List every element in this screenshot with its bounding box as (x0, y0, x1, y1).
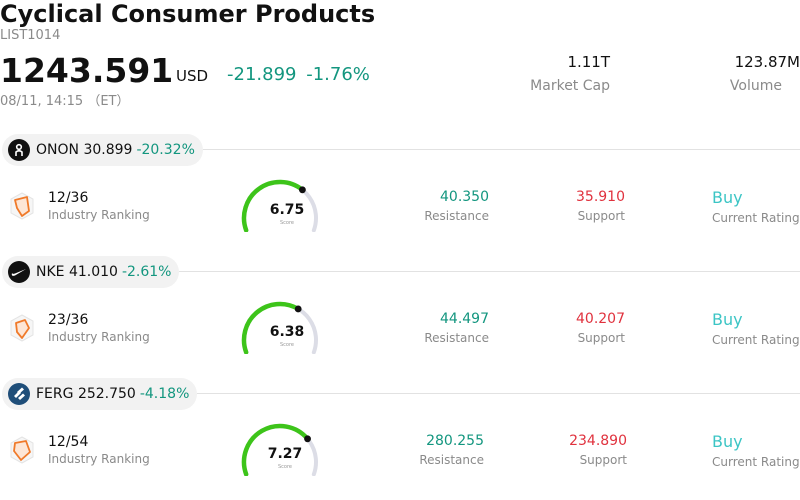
score-gauge: 6.75 Score (241, 179, 318, 232)
price-change: -21.899 -1.76% (227, 64, 370, 85)
index-ticker: LIST1014 (0, 28, 61, 43)
stock-pill[interactable]: NKE 41.010 -2.61% (2, 256, 180, 288)
current-rating-value: Buy (712, 188, 743, 207)
resistance-label: Resistance (424, 331, 489, 345)
industry-rank-label: Industry Ranking (48, 330, 150, 344)
score-gauge: 6.38 Score (241, 301, 318, 354)
resistance-value: 280.255 (426, 433, 484, 449)
stock-pill[interactable]: ONON 30.899 -20.32% (2, 134, 203, 166)
gauge-fill (241, 301, 301, 354)
current-rating-value: Buy (712, 432, 743, 451)
currency-label: USD (176, 67, 209, 85)
volume-label: Volume (729, 78, 782, 94)
stock-card-ferg: FERG 252.750 -4.18% 12/54 Industry Ranki… (0, 378, 800, 500)
gauge-fill (241, 179, 305, 232)
industry-ranking-icon (10, 314, 34, 342)
price-change-percent: -1.76% (306, 64, 370, 85)
index-price: 1243.591 (0, 51, 174, 90)
section-divider (200, 149, 800, 150)
on-running-icon (8, 139, 30, 161)
current-rating-label: Current Rating (712, 211, 800, 225)
section-divider (196, 393, 800, 394)
resistance-label: Resistance (424, 209, 489, 223)
stock-symbol: NKE 41.010 (36, 264, 118, 280)
stock-card-onon: ONON 30.899 -20.32% 12/36 Industry Ranki… (0, 134, 800, 256)
nike-swoosh-icon (8, 261, 30, 283)
current-rating-label: Current Rating (712, 333, 800, 347)
section-divider (178, 271, 800, 272)
current-rating-label: Current Rating (712, 455, 800, 469)
industry-rank-value: 23/36 (48, 312, 89, 328)
stock-symbol: ONON 30.899 (36, 142, 133, 158)
stock-pill[interactable]: FERG 252.750 -4.18% (2, 378, 198, 410)
volume-value: 123.87M (734, 53, 800, 71)
resistance-label: Resistance (419, 453, 484, 467)
stock-change-percent: -4.18% (139, 386, 190, 402)
industry-rank-label: Industry Ranking (48, 452, 150, 466)
industry-rank-value: 12/36 (48, 190, 89, 206)
industry-rank-value: 12/54 (48, 434, 89, 450)
industry-ranking-icon (10, 436, 34, 464)
industry-ranking-icon (10, 192, 34, 220)
support-label: Support (579, 453, 627, 467)
current-rating-value: Buy (712, 310, 743, 329)
support-value: 40.207 (576, 311, 625, 327)
market-cap-value: 1.11T (567, 53, 610, 71)
gauge-fill (241, 423, 310, 476)
stock-card-nke: NKE 41.010 -2.61% 23/36 Industry Ranking… (0, 256, 800, 378)
page-title: Cyclical Consumer Products (0, 0, 376, 28)
resistance-value: 40.350 (440, 189, 489, 205)
support-value: 234.890 (569, 433, 627, 449)
score-label: Score (280, 342, 294, 348)
score-value: 6.38 (270, 324, 305, 340)
support-label: Support (577, 209, 625, 223)
price-change-value: -21.899 (227, 64, 297, 85)
gauge-indicator-dot (304, 435, 311, 443)
gauge-indicator-dot (294, 305, 302, 313)
industry-rank-label: Industry Ranking (48, 208, 150, 222)
score-label: Score (280, 220, 294, 226)
score-value: 6.75 (270, 202, 305, 218)
timestamp: 08/11, 14:15 （ET） (0, 94, 130, 109)
stock-change-percent: -2.61% (121, 264, 172, 280)
stock-symbol: FERG 252.750 (36, 386, 136, 402)
score-value: 7.27 (268, 446, 303, 462)
score-gauge: 7.27 Score (241, 423, 318, 476)
stock-change-percent: -20.32% (136, 142, 195, 158)
score-label: Score (278, 464, 292, 470)
market-cap-label: Market Cap (530, 78, 610, 94)
ferguson-icon (8, 383, 30, 405)
gauge-indicator-dot (299, 186, 306, 194)
support-label: Support (577, 331, 625, 345)
support-value: 35.910 (576, 189, 625, 205)
resistance-value: 44.497 (440, 311, 489, 327)
